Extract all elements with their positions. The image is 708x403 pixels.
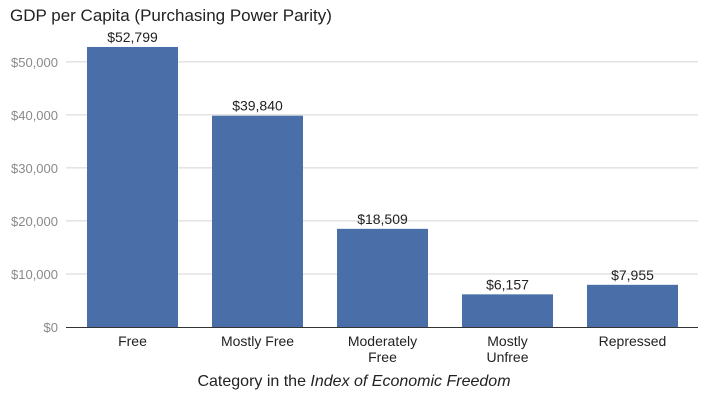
category-labels: Free Mostly Free ModeratelyFreeMostlyUnfre… xyxy=(118,333,666,365)
bar xyxy=(212,115,303,327)
bar xyxy=(587,284,678,327)
x-axis-title-prefix: Category in the xyxy=(197,373,311,390)
x-tick-label: Mostly Free xyxy=(221,333,294,349)
y-tick-label: $40,000 xyxy=(11,108,58,123)
x-axis-title: Category in the Index of Economic Freedo… xyxy=(0,373,708,391)
x-axis-title-index-name: Index of Economic Freedom xyxy=(310,373,511,390)
x-tick-label: Unfree xyxy=(486,349,528,365)
y-tick-label: $30,000 xyxy=(11,161,58,176)
x-tick-label: Repressed xyxy=(599,333,667,349)
x-tick-label: Free xyxy=(368,349,397,365)
x-tick-label: Moderately xyxy=(348,333,417,349)
chart-title: GDP per Capita (Purchasing Power Parity) xyxy=(10,6,332,25)
value-labels: $52,799 $39,840 $18,509 $6,157 $7,955 xyxy=(107,29,654,292)
bar-value-label: $6,157 xyxy=(486,276,529,292)
y-axis-ticks: $0 $10,000 $20,000 $30,000 $40,000 $50,000 xyxy=(11,55,58,335)
bar-value-label: $7,955 xyxy=(611,267,654,283)
bar-value-label: $52,799 xyxy=(107,29,158,45)
y-tick-label: $10,000 xyxy=(11,267,58,282)
bar xyxy=(87,46,178,327)
x-tick-label: Mostly xyxy=(487,333,527,349)
bar xyxy=(462,294,553,327)
x-tick-label: Free xyxy=(118,333,147,349)
bar-value-label: $39,840 xyxy=(232,98,283,114)
y-tick-label: $20,000 xyxy=(11,214,58,229)
bar-value-label: $18,509 xyxy=(357,211,408,227)
y-tick-label: $50,000 xyxy=(11,55,58,70)
bars xyxy=(87,46,678,327)
bar xyxy=(337,228,428,327)
y-tick-label: $0 xyxy=(44,320,58,335)
